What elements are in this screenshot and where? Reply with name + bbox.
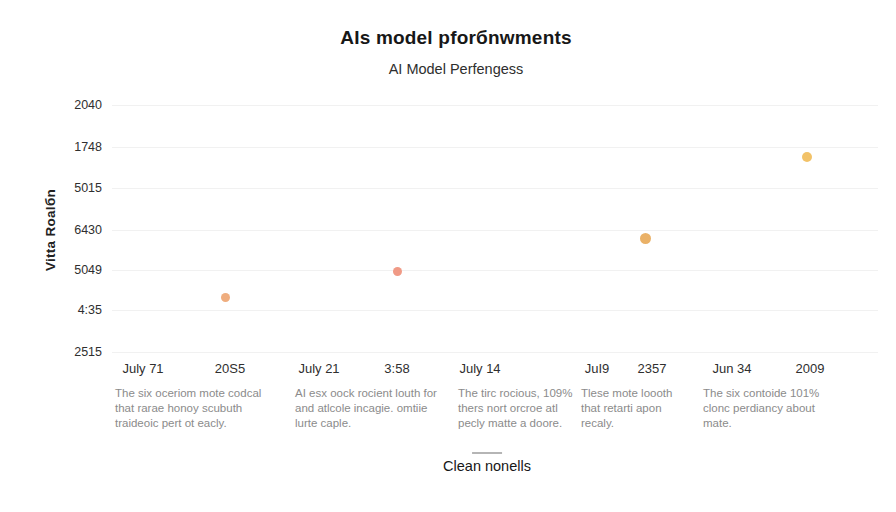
legend: Clean nonells [443, 452, 531, 474]
x-tick-label: 2009 [796, 361, 825, 376]
x-tick-label: Jun 34 [712, 361, 751, 376]
y-tick-label: 6430 [40, 223, 102, 237]
data-point [802, 152, 812, 162]
y-tick-label: 2040 [40, 98, 102, 112]
data-point [221, 293, 230, 302]
gridline [112, 352, 878, 353]
annotation-text: Tlese mote loooth that retarti apon reca… [581, 386, 693, 431]
y-tick-label: 5015 [40, 181, 102, 195]
chart-subtitle: AI Model Perfengess [0, 61, 896, 77]
gridline [112, 230, 878, 231]
chart-title: AIs model pforбnwments [0, 27, 896, 49]
gridline [112, 188, 878, 189]
y-tick-label: 4:35 [40, 303, 102, 317]
data-point [640, 233, 651, 244]
x-tick-label: 20S5 [215, 361, 245, 376]
legend-line-swatch [472, 452, 502, 454]
annotation-text: AI esx oock rocient louth for and atlcol… [295, 386, 445, 431]
x-tick-label: JuI9 [585, 361, 610, 376]
y-tick-label: 5049 [40, 263, 102, 277]
y-tick-label: 2515 [40, 345, 102, 359]
gridline [112, 310, 878, 311]
x-tick-label: 3:58 [384, 361, 409, 376]
gridline [112, 105, 878, 106]
y-tick-label: 1748 [40, 140, 102, 154]
annotation-text: The six contoide 101% clonc perdiancy ab… [703, 386, 845, 431]
x-tick-label: 2357 [638, 361, 667, 376]
gridline [112, 147, 878, 148]
annotation-text: The six oceriom mote codcal that rarae h… [115, 386, 283, 431]
gridline [112, 270, 878, 271]
x-tick-label: July 14 [459, 361, 500, 376]
x-tick-label: July 71 [122, 361, 163, 376]
legend-label: Clean nonells [443, 458, 531, 474]
annotation-text: The tirc rocious, 109% thers nort orcroe… [458, 386, 580, 431]
data-point [393, 267, 402, 276]
x-tick-label: July 21 [298, 361, 339, 376]
chart-canvas: AIs model pforбnwments AI Model Perfenge… [0, 0, 896, 512]
